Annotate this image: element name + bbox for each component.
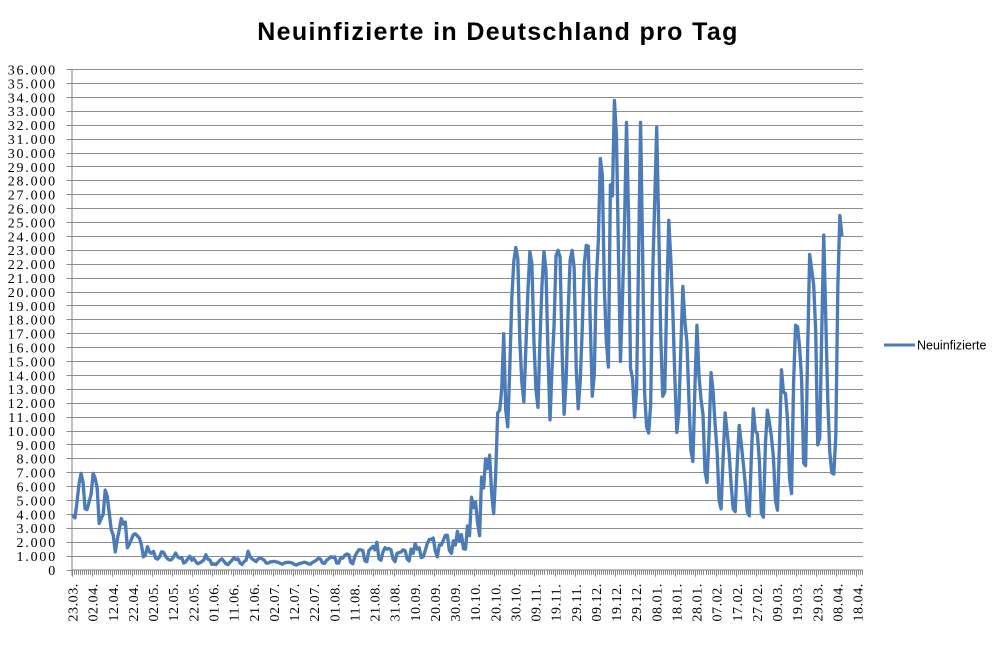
svg-text:27.000: 27.000 [8, 189, 57, 204]
svg-text:01.08.: 01.08. [328, 583, 343, 621]
svg-text:23.000: 23.000 [8, 244, 57, 259]
svg-text:0: 0 [48, 564, 57, 579]
svg-text:09.11.: 09.11. [530, 584, 545, 622]
svg-text:08.04.: 08.04. [831, 583, 846, 621]
svg-text:3.000: 3.000 [17, 522, 58, 537]
svg-text:1.000: 1.000 [17, 550, 58, 565]
svg-text:10.000: 10.000 [8, 425, 57, 440]
svg-text:29.000: 29.000 [8, 161, 57, 176]
svg-text:22.05.: 22.05. [187, 583, 202, 621]
svg-text:11.000: 11.000 [8, 411, 57, 426]
svg-text:5.000: 5.000 [17, 494, 58, 509]
svg-text:20.09.: 20.09. [429, 583, 444, 621]
svg-text:22.04.: 22.04. [127, 583, 142, 621]
svg-text:29.12.: 29.12. [630, 583, 645, 621]
svg-text:35.000: 35.000 [8, 77, 57, 92]
svg-text:29.03.: 29.03. [811, 583, 826, 621]
svg-text:07.02.: 07.02. [711, 583, 726, 621]
svg-text:6.000: 6.000 [17, 481, 58, 496]
svg-text:28.000: 28.000 [8, 175, 57, 190]
svg-text:02.04.: 02.04. [87, 583, 102, 621]
svg-text:14.000: 14.000 [8, 369, 57, 384]
svg-text:20.10.: 20.10. [489, 583, 504, 621]
svg-text:23.03.: 23.03. [67, 583, 82, 621]
svg-text:02.05.: 02.05. [147, 583, 162, 621]
svg-text:31.08.: 31.08. [389, 583, 404, 621]
svg-text:19.03.: 19.03. [791, 583, 806, 621]
svg-text:30.000: 30.000 [8, 147, 57, 162]
svg-text:09.12.: 09.12. [590, 583, 605, 621]
svg-text:11.08.: 11.08. [348, 584, 363, 622]
svg-text:15.000: 15.000 [8, 355, 57, 370]
svg-text:12.07.: 12.07. [288, 583, 303, 621]
svg-text:08.01.: 08.01. [650, 583, 665, 621]
svg-text:17.000: 17.000 [8, 328, 57, 343]
svg-text:31.000: 31.000 [8, 133, 57, 148]
svg-text:22.000: 22.000 [8, 258, 57, 273]
svg-text:18.000: 18.000 [8, 314, 57, 329]
svg-text:27.02.: 27.02. [751, 583, 766, 621]
svg-text:21.000: 21.000 [8, 272, 57, 287]
svg-text:8.000: 8.000 [17, 453, 58, 468]
svg-text:19.12.: 19.12. [610, 583, 625, 621]
svg-text:36.000: 36.000 [8, 64, 57, 79]
svg-text:12.05.: 12.05. [167, 583, 182, 621]
svg-text:24.000: 24.000 [8, 230, 57, 245]
svg-text:12.000: 12.000 [8, 397, 57, 412]
svg-text:21.06.: 21.06. [248, 583, 263, 621]
svg-text:16.000: 16.000 [8, 342, 57, 357]
svg-text:18.01.: 18.01. [670, 583, 685, 621]
svg-text:2.000: 2.000 [17, 536, 58, 551]
svg-text:12.04.: 12.04. [107, 583, 122, 621]
svg-text:02.07.: 02.07. [268, 583, 283, 621]
svg-text:18.04.: 18.04. [852, 583, 867, 621]
svg-text:33.000: 33.000 [8, 105, 57, 120]
svg-text:7.000: 7.000 [17, 467, 58, 482]
svg-text:4.000: 4.000 [17, 508, 58, 523]
svg-text:30.10.: 30.10. [509, 583, 524, 621]
svg-text:Neuinfizierte in Deutschland p: Neuinfizierte in Deutschland pro Tag [257, 18, 739, 46]
svg-text:19.11.: 19.11. [550, 584, 565, 622]
svg-text:22.07.: 22.07. [308, 583, 323, 621]
svg-text:13.000: 13.000 [8, 383, 57, 398]
svg-text:30.09.: 30.09. [449, 583, 464, 621]
svg-text:9.000: 9.000 [17, 439, 58, 454]
svg-text:09.03.: 09.03. [771, 583, 786, 621]
svg-text:19.000: 19.000 [8, 300, 57, 315]
svg-text:20.000: 20.000 [8, 286, 57, 301]
svg-text:17.02.: 17.02. [731, 583, 746, 621]
svg-text:11.06.: 11.06. [228, 584, 243, 622]
svg-text:28.01.: 28.01. [691, 583, 706, 621]
svg-text:10.10.: 10.10. [469, 583, 484, 621]
svg-text:25.000: 25.000 [8, 216, 57, 231]
svg-text:01.06.: 01.06. [208, 583, 223, 621]
svg-text:26.000: 26.000 [8, 203, 57, 218]
svg-text:10.09.: 10.09. [409, 583, 424, 621]
svg-text:34.000: 34.000 [8, 91, 57, 106]
svg-text:32.000: 32.000 [8, 119, 57, 134]
svg-text:29.11.: 29.11. [570, 584, 585, 622]
svg-text:21.08.: 21.08. [369, 583, 384, 621]
svg-text:Neuinfizierte: Neuinfizierte [917, 339, 987, 353]
